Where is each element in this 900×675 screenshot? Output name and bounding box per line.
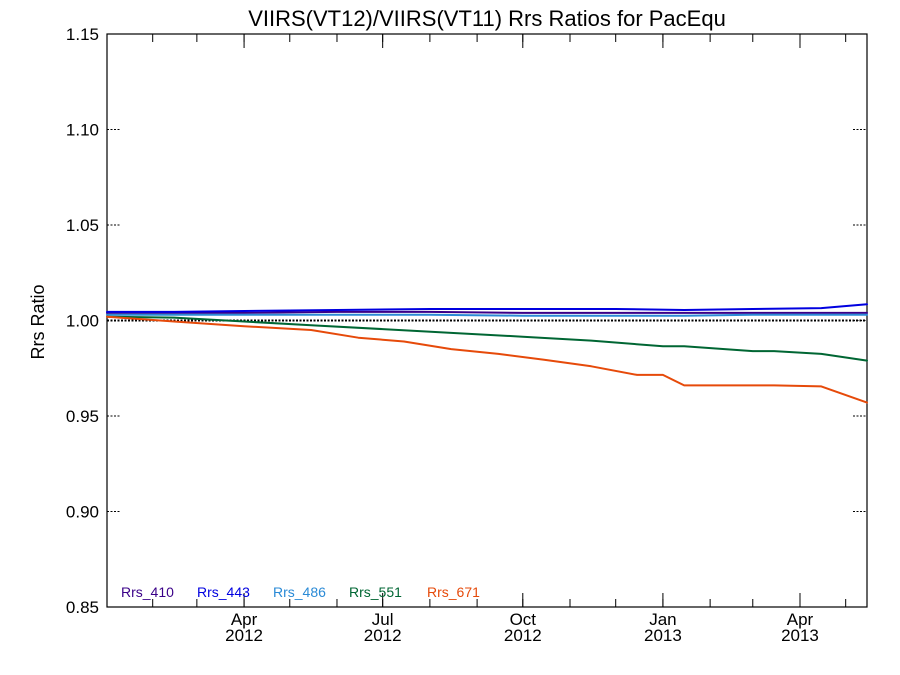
- y-tick-label: 1.15: [66, 25, 99, 44]
- y-tick-label: 1.05: [66, 216, 99, 235]
- x-tick-year-label: 2012: [504, 626, 542, 645]
- chart-title: VIIRS(VT12)/VIIRS(VT11) Rrs Ratios for P…: [248, 6, 726, 31]
- y-tick-label: 0.90: [66, 503, 99, 522]
- series-line-rrs-551: [106, 315, 868, 362]
- y-tick-label: 1.10: [66, 121, 99, 140]
- series-lines: [106, 303, 868, 404]
- y-tick-label: 1.00: [66, 312, 99, 331]
- legend-entry-rrs-486: Rrs_486: [273, 584, 326, 600]
- series-line-rrs-410: [106, 310, 868, 314]
- x-tick-month-label: Oct: [510, 610, 537, 629]
- legend: Rrs_410 Rrs_443 Rrs_486 Rrs_551 Rrs_671: [121, 584, 480, 600]
- y-tick-label: 0.95: [66, 407, 99, 426]
- x-tick-year-label: 2012: [364, 626, 402, 645]
- x-tick-year-label: 2012: [225, 626, 263, 645]
- x-tick-month-label: Apr: [231, 610, 258, 629]
- series-line-rrs-486: [106, 313, 868, 317]
- x-tick-month-label: Apr: [787, 610, 814, 629]
- series-line-rrs-443: [106, 303, 868, 313]
- y-axis-ticks: 0.85 0.90 0.95 1.00 1.05 1.10 1.15: [66, 25, 867, 617]
- x-tick-month-label: Jul: [372, 610, 394, 629]
- legend-entry-rrs-551: Rrs_551: [349, 584, 402, 600]
- x-tick-year-label: 2013: [644, 626, 682, 645]
- x-tick-month-label: Jan: [649, 610, 676, 629]
- legend-entry-rrs-410: Rrs_410: [121, 584, 174, 600]
- x-tick-year-label: 2013: [781, 626, 819, 645]
- legend-entry-rrs-443: Rrs_443: [197, 584, 250, 600]
- legend-entry-rrs-671: Rrs_671: [427, 584, 480, 600]
- y-axis-label: Rrs Ratio: [28, 284, 48, 359]
- y-tick-label: 0.85: [66, 598, 99, 617]
- series-line-rrs-671: [106, 315, 868, 404]
